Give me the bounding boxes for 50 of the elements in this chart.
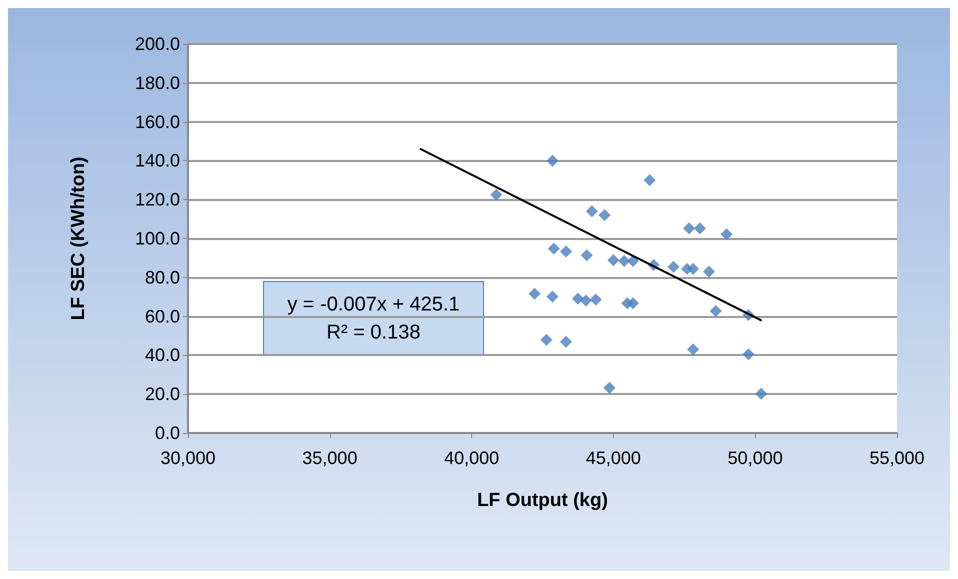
point — [586, 205, 598, 218]
y-tick-label: 100.0 — [134, 228, 180, 248]
x-axis-title: LF Output (kg) — [477, 490, 608, 511]
y-tick-label: 180.0 — [134, 72, 180, 93]
point — [687, 343, 700, 356]
y-tick-label: 160.0 — [134, 112, 180, 132]
point — [590, 294, 602, 306]
point — [560, 246, 572, 258]
point — [755, 388, 768, 400]
x-tick-label: 30,000 — [160, 448, 216, 468]
point — [546, 290, 558, 303]
y-tick-label: 200.0 — [134, 34, 180, 54]
point — [546, 154, 558, 167]
point — [540, 334, 552, 346]
point — [710, 305, 722, 318]
y-tick-label: 0.0 — [154, 423, 180, 443]
point — [572, 292, 584, 305]
point — [644, 174, 656, 186]
point — [528, 288, 541, 300]
point — [683, 222, 696, 234]
point — [720, 228, 733, 240]
point — [603, 382, 616, 394]
point — [580, 294, 592, 307]
point — [702, 266, 715, 278]
annotation: y = -0.007x + 425.1 R² = 0.138 — [287, 294, 460, 344]
point — [742, 348, 754, 360]
x-tick-label: 45,000 — [586, 448, 641, 468]
point — [626, 255, 639, 268]
point — [607, 254, 620, 266]
x-tick-label: 55,000 — [869, 448, 925, 468]
y-tick-label: 140.0 — [134, 150, 180, 171]
point — [687, 262, 700, 275]
point — [618, 255, 630, 268]
point — [668, 260, 680, 273]
y-tick-label: 20.0 — [144, 384, 180, 404]
y-tick-label: 60.0 — [144, 306, 180, 326]
y-tick-label: 80.0 — [144, 267, 180, 288]
point — [560, 336, 572, 348]
y-tick-label: 40.0 — [144, 345, 180, 366]
point — [490, 188, 502, 201]
y-tick-label: 120.0 — [134, 190, 180, 210]
x-tick-label: 35,000 — [302, 448, 358, 468]
point — [626, 297, 639, 310]
point — [598, 209, 611, 222]
point — [694, 222, 706, 234]
point — [548, 242, 560, 255]
point — [580, 249, 593, 262]
x-tick-label: 50,000 — [728, 448, 783, 468]
y-axis-title: LF SEC (KWh/ton) — [68, 156, 89, 320]
x-tick-label: 40,000 — [444, 448, 500, 468]
